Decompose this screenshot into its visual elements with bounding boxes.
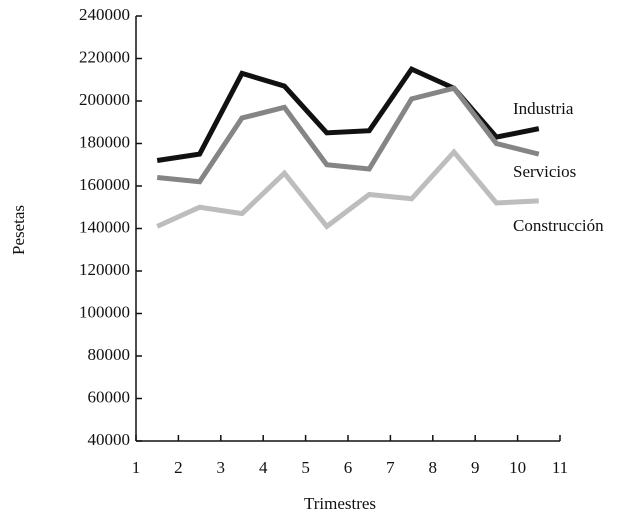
y-tick-label: 160000 <box>79 175 130 194</box>
y-tick-label: 220000 <box>79 47 130 66</box>
y-tick-label: 140000 <box>79 217 130 236</box>
y-tick-label: 180000 <box>79 132 130 151</box>
series-label: Industria <box>513 99 574 118</box>
series-label: Construcción <box>513 216 604 235</box>
series-line <box>156 85 540 185</box>
x-tick-label: 9 <box>471 458 480 477</box>
x-tick-label: 4 <box>259 458 268 477</box>
x-tick-label: 1 <box>132 458 141 477</box>
x-axis-label: Trimestres <box>304 494 376 513</box>
x-tick-label: 11 <box>552 458 568 477</box>
x-tick-label: 10 <box>509 458 526 477</box>
series-line <box>156 148 539 230</box>
x-tick-label: 3 <box>217 458 226 477</box>
y-tick-label: 240000 <box>79 5 130 24</box>
x-tick-label: 8 <box>429 458 438 477</box>
series-label: Servicios <box>513 162 576 181</box>
y-axis-label: Pesetas <box>9 205 28 255</box>
series-line <box>156 65 540 163</box>
y-tick-label: 40000 <box>88 430 131 449</box>
x-tick-label: 6 <box>344 458 353 477</box>
y-tick-label: 200000 <box>79 90 130 109</box>
x-tick-label: 7 <box>386 458 395 477</box>
y-tick-label: 100000 <box>79 302 130 321</box>
y-tick-label: 120000 <box>79 260 130 279</box>
x-tick-label: 2 <box>174 458 183 477</box>
y-tick-label: 80000 <box>88 345 131 364</box>
x-tick-label: 5 <box>301 458 310 477</box>
y-tick-label: 60000 <box>88 387 131 406</box>
